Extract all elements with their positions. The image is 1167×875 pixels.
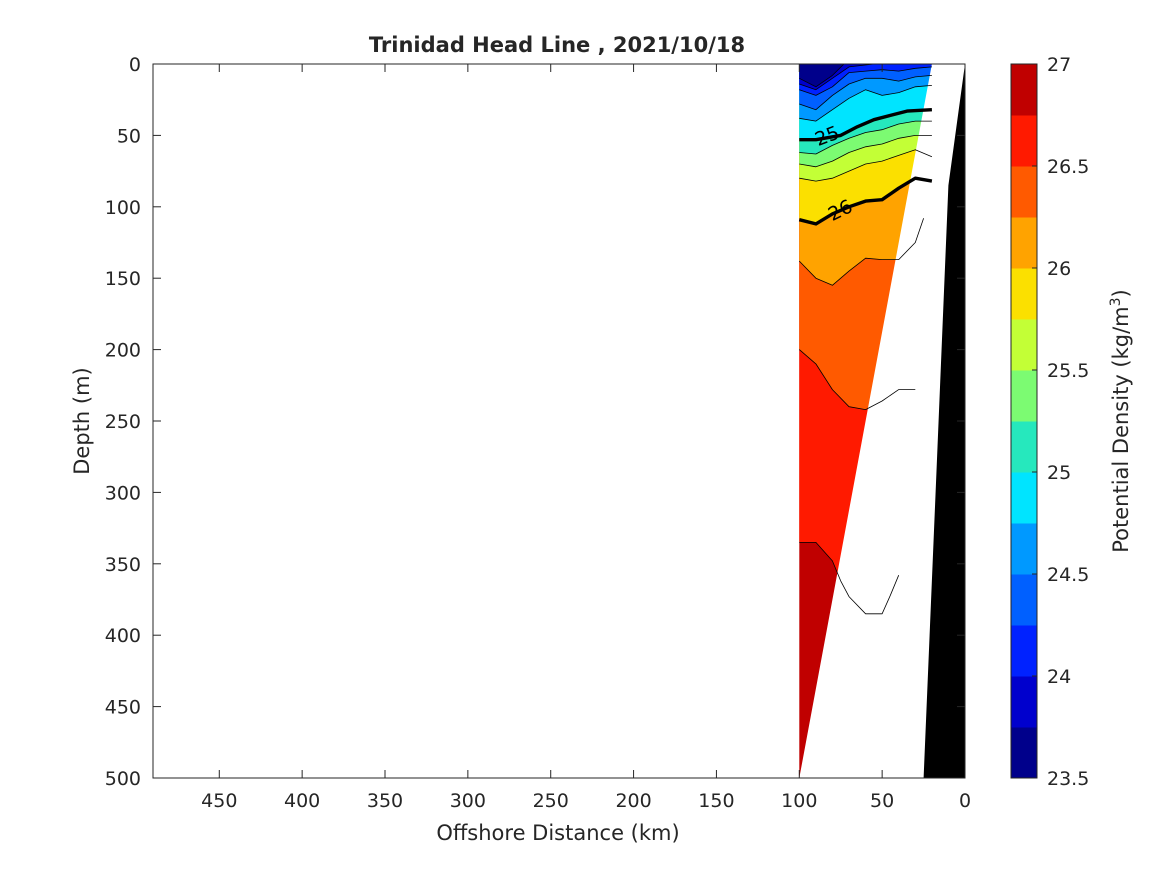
isopycnal-line [799,85,932,122]
colorbar-label: Potential Density (kg/m3) [1108,289,1133,553]
colorbar-band [1011,676,1037,728]
colorbar-band [1011,319,1037,371]
colorbar-band [1011,115,1037,167]
colorbar-tick-label: 26 [1047,258,1071,280]
y-tick-label: 150 [105,268,141,290]
labeled-isopycnal-line [798,176,933,226]
x-axis: 450 400 350 300 250 200 150 100 50 0 [201,64,971,812]
colorbar-tick-label: 26.5 [1047,156,1089,178]
density-band-region [799,64,844,87]
colorbar-band [1011,625,1037,677]
y-tick-label: 100 [105,197,141,219]
colorbar-label-main: Potential Density (kg/m [1109,306,1133,552]
colorbar-band [1011,370,1037,422]
x-tick-label: 250 [533,790,569,812]
colorbar-tick-label: 25.5 [1047,360,1089,382]
x-tick-label: 100 [781,790,817,812]
colorbar-tick-label: 23.5 [1047,768,1089,790]
x-tick-label: 350 [367,790,403,812]
colorbar-ticks: 23.5 24 24.5 25 25.5 26 26.5 27 [1032,54,1089,790]
x-tick-label: 400 [284,790,320,812]
isopycnal-line [799,64,845,88]
y-axis-label: Depth (m) [70,367,94,474]
y-tick-label: 450 [105,697,141,719]
y-tick-label: 200 [105,340,141,362]
colorbar-tick-label: 25 [1047,462,1071,484]
y-tick-label: 300 [105,482,141,504]
y-tick-label: 0 [129,54,141,76]
y-tick-label: 500 [105,768,141,790]
labeled-isopycnal-line [799,108,932,142]
colorbar-label-exponent: 3 [1108,297,1124,306]
isopycnal-line [799,149,933,182]
y-tick-label: 400 [105,625,141,647]
chart-title: Trinidad Head Line , 2021/10/18 [369,33,745,57]
contour-line-layer [798,64,933,615]
colorbar-tick-label: 24 [1047,666,1071,688]
seafloor-bathymetry [923,64,965,778]
x-tick-label: 300 [450,790,486,812]
isopycnal-line [799,64,874,91]
bathymetry-layer [923,64,965,778]
y-tick-label: 50 [117,125,141,147]
isopycnal-line [799,134,932,168]
colorbar-band [1011,268,1037,320]
isopycnal-line [799,75,932,111]
x-axis-label: Offshore Distance (km) [436,821,679,845]
colorbar-frame [1010,63,1038,779]
colorbar-band [1011,166,1037,218]
isopycnal-line [799,542,900,615]
y-tick-label: 250 [105,411,141,433]
x-tick-label: 50 [870,790,894,812]
y-tick-label: 350 [105,554,141,576]
colorbar-tick-label: 27 [1047,54,1071,76]
x-tick-label: 150 [698,790,734,812]
colorbar-label-close: ) [1109,289,1133,297]
x-tick-label: 200 [615,790,651,812]
no-data-mask [799,64,965,778]
isopycnal-line [799,66,932,96]
colorbar-band [1011,574,1037,626]
y-axis: 0 50 100 150 200 250 300 350 400 450 500 [105,54,965,790]
contour-fill-layer [799,64,965,778]
colorbar-band [1011,217,1037,269]
colorbar-tick-label: 24.5 [1047,564,1089,586]
colorbar-band [1011,727,1037,779]
colorbar-band [1011,472,1037,524]
colorbar-band [1011,523,1037,575]
colorbar: 23.5 24 24.5 25 25.5 26 26.5 27 Potential Densi… [1010,54,1133,790]
colorbar-bands [1011,64,1037,779]
colorbar-band [1011,64,1037,116]
isopycnal-line [799,349,916,411]
x-tick-label: 0 [959,790,971,812]
colorbar-band [1011,421,1037,473]
isopycnal-line [799,218,924,286]
isopycnal-line [799,120,932,155]
x-tick-label: 450 [201,790,237,812]
